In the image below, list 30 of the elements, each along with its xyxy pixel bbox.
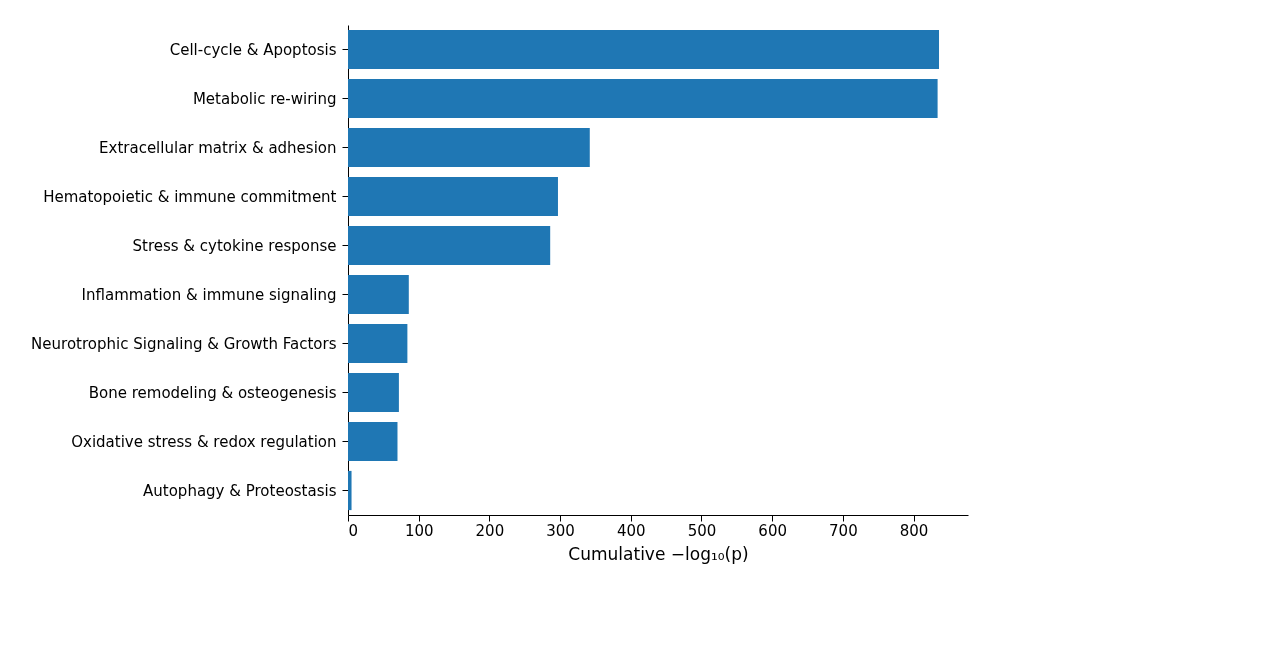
y-tick-label: Autophagy & Proteostasis xyxy=(143,481,337,500)
bar xyxy=(348,274,409,315)
bar xyxy=(348,323,408,364)
y-tick-label: Bone remodeling & osteogenesis xyxy=(88,383,337,402)
y-tick-label: Inflammation & immune signaling xyxy=(81,285,337,304)
x-tick-label: 600 xyxy=(758,521,787,540)
x-axis-title: Cumulative −log₁₀(p) xyxy=(568,543,749,564)
x-tick-label: 300 xyxy=(546,521,575,540)
x-tick-label: 400 xyxy=(616,521,646,540)
y-tick-label: Neurotrophic Signaling & Growth Factors xyxy=(31,334,337,353)
bar xyxy=(348,29,940,70)
y-tick-label: Stress & cytokine response xyxy=(132,236,337,255)
y-tick-label: Extracellular matrix & adhesion xyxy=(99,138,337,157)
x-tick-label: 500 xyxy=(687,521,717,540)
y-tick-label: Metabolic re-wiring xyxy=(192,89,337,108)
bar xyxy=(348,470,352,511)
bar xyxy=(348,78,938,119)
bar xyxy=(348,372,399,413)
x-tick-label: 800 xyxy=(899,521,929,540)
y-tick-label: Hematopoietic & immune commitment xyxy=(43,187,337,206)
x-tick-label: 700 xyxy=(829,521,858,540)
bar xyxy=(348,421,398,462)
y-tick-label: Oxidative stress & redox regulation xyxy=(71,432,337,451)
x-tick-label: 200 xyxy=(475,521,505,540)
bar xyxy=(348,225,551,266)
bar xyxy=(348,127,590,168)
x-tick-label: 0 xyxy=(348,521,359,540)
bar xyxy=(348,176,558,217)
y-tick-label: Cell-cycle & Apoptosis xyxy=(169,40,337,59)
x-tick-label: 100 xyxy=(404,521,434,540)
